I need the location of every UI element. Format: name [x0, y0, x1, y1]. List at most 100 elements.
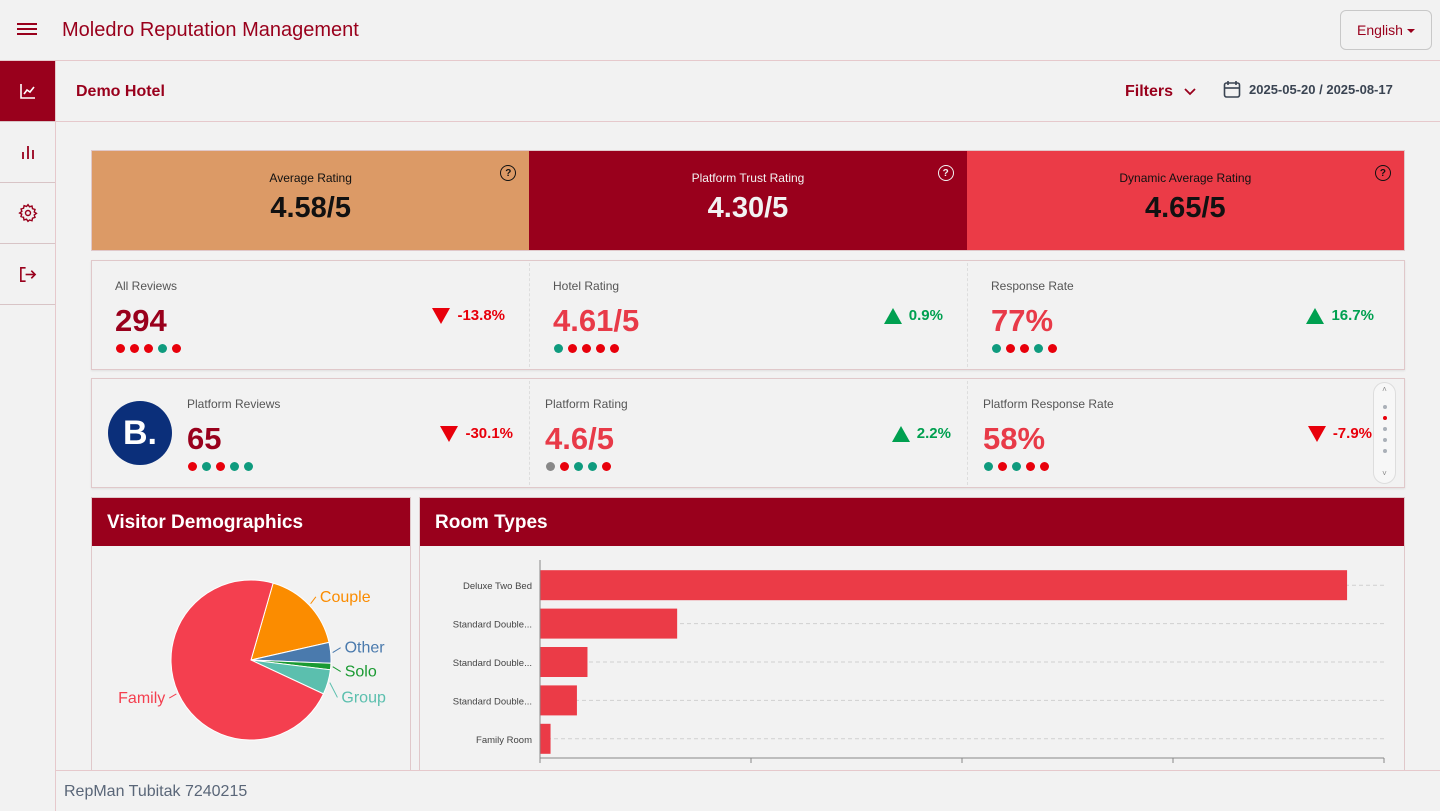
pager-up-button[interactable]: ˄	[1382, 385, 1387, 394]
trend-arrow-icon	[432, 307, 451, 324]
hotel-stats-row: All Reviews 294 -13.8% Hotel Rating 4.61…	[91, 260, 1405, 370]
stat-value: 294	[115, 303, 167, 338]
divider	[529, 381, 530, 485]
stat-value: 77%	[991, 303, 1054, 338]
rating-value: 4.65/5	[1145, 192, 1226, 224]
stat-label: Hotel Rating	[553, 279, 620, 293]
help-icon[interactable]: ?	[937, 165, 954, 181]
bar[interactable]	[540, 723, 551, 754]
sidebar-item-settings[interactable]	[0, 183, 55, 244]
trend-dot	[216, 462, 225, 471]
divider	[967, 381, 968, 485]
trend-dot	[546, 462, 555, 471]
trend-dot	[984, 462, 993, 471]
stat-value: 65	[187, 421, 222, 456]
trend-dots	[554, 344, 619, 353]
trend-dot	[130, 344, 139, 353]
trend-dot	[188, 462, 197, 471]
sidebar-item-logout[interactable]	[0, 244, 55, 305]
stat-label: Platform Response Rate	[983, 397, 1114, 411]
y-tick-label: Deluxe Two Bed	[463, 581, 532, 592]
bar[interactable]	[540, 647, 588, 677]
pager-dot[interactable]	[1382, 427, 1387, 431]
trend-dot	[588, 462, 597, 471]
trend-dots	[188, 462, 253, 471]
trend-dot	[1034, 344, 1043, 353]
pie-slice-couple[interactable]	[250, 582, 330, 661]
pager-dot[interactable]	[1382, 449, 1387, 453]
hotel-name: Demo Hotel	[76, 83, 165, 100]
hamburger-menu-icon[interactable]	[17, 20, 37, 40]
pie-leader-line	[310, 596, 317, 605]
stat-label: Platform Reviews	[187, 397, 281, 411]
trend-dot	[610, 344, 619, 353]
pager-dot[interactable]	[1382, 405, 1387, 409]
delta-text: -13.8%	[457, 307, 505, 324]
trend-dot	[1040, 462, 1049, 471]
help-icon[interactable]: ?	[500, 165, 517, 181]
bar[interactable]	[540, 608, 678, 639]
delta-text: -7.9%	[1332, 425, 1372, 442]
stat-label: Platform Rating	[545, 397, 628, 411]
filters-label: Filters	[1125, 83, 1174, 100]
platform-pager: ˄ ˅	[1373, 382, 1396, 484]
top-bar: Moledro Reputation Management English	[0, 0, 1440, 61]
divider	[529, 263, 530, 367]
sidebar-item-analytics[interactable]	[0, 122, 55, 183]
trend-dot	[998, 462, 1007, 471]
bar[interactable]	[540, 570, 1348, 601]
date-range-picker[interactable]: 2025-05-20 / 2025-08-17	[1223, 80, 1393, 99]
demographics-pie-chart: Couple Other Solo Group Family	[118, 579, 386, 741]
delta-text: 2.2%	[916, 425, 951, 442]
pie-label-other: Other	[345, 640, 386, 657]
rating-label: Platform Trust Rating	[691, 171, 805, 185]
stat-platform-rating: Platform Rating 4.6/5 2.2%	[530, 379, 967, 487]
trend-arrow-icon	[1306, 307, 1325, 324]
trend-dot	[144, 344, 153, 353]
rating-value: 4.30/5	[707, 192, 789, 224]
pie-label-group: Group	[341, 689, 386, 706]
stat-value: 58%	[983, 421, 1046, 456]
pie-slice-family[interactable]	[170, 579, 325, 741]
rating-card-dynamic-average: Dynamic Average Rating 4.65/5 ?	[966, 151, 1404, 250]
pager-dot[interactable]	[1382, 416, 1387, 420]
rating-cards: Average Rating 4.58/5 ? Platform Trust R…	[91, 150, 1405, 251]
language-label: English	[1357, 22, 1403, 38]
pager-dot[interactable]	[1382, 438, 1387, 442]
footer: RepMan Tubitak 7240215	[56, 770, 1440, 811]
trend-dot	[554, 344, 563, 353]
booking-logo-letter: B.	[123, 413, 157, 452]
trend-dot	[582, 344, 591, 353]
calendar-icon	[1223, 81, 1241, 98]
help-icon[interactable]: ?	[1374, 165, 1391, 181]
filters-toggle[interactable]: Filters	[1125, 83, 1197, 101]
footer-text: RepMan Tubitak 7240215	[64, 783, 248, 800]
trend-dot	[596, 344, 605, 353]
bar[interactable]	[540, 685, 577, 716]
room-types-bar-chart: Deluxe Two Bed Standard Double... Standard…	[453, 560, 1385, 763]
chevron-down-icon	[1184, 88, 1196, 96]
trend-dots	[116, 344, 181, 353]
sidebar-item-dashboard[interactable]	[0, 61, 55, 122]
stat-all-reviews: All Reviews 294 -13.8%	[92, 261, 529, 369]
stat-delta: 0.9%	[883, 307, 943, 324]
trend-arrow-icon	[1307, 425, 1326, 442]
sidebar	[0, 61, 56, 811]
trend-dot	[230, 462, 239, 471]
y-tick-label: Standard Double...	[453, 620, 532, 631]
pie-leader-line	[329, 682, 338, 698]
rating-label: Dynamic Average Rating	[1119, 171, 1252, 185]
pie-label-family: Family	[118, 690, 165, 707]
date-range-text: 2025-05-20 / 2025-08-17	[1249, 82, 1393, 97]
stat-delta: -7.9%	[1307, 425, 1372, 442]
pager-down-button[interactable]: ˅	[1382, 469, 1387, 478]
trend-dot	[568, 344, 577, 353]
pie-leader-line	[332, 666, 341, 672]
rating-card-average: Average Rating 4.58/5 ?	[92, 151, 530, 250]
trend-dot	[560, 462, 569, 471]
trend-dots	[984, 462, 1049, 471]
pager-dots	[1374, 397, 1395, 453]
trend-arrow-icon	[440, 425, 459, 442]
trend-arrow-icon	[883, 307, 902, 324]
language-dropdown[interactable]: English	[1340, 10, 1432, 50]
